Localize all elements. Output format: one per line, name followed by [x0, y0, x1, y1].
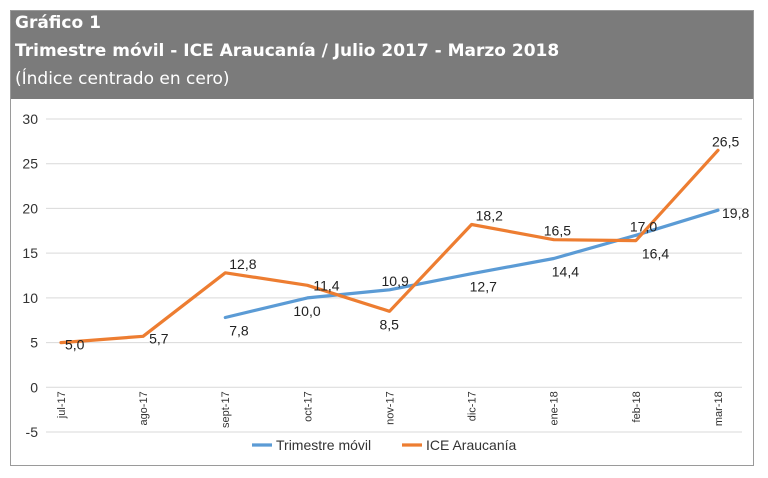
data-label: 18,2	[476, 208, 503, 224]
x-tick-label: feb-18	[631, 391, 643, 422]
data-label: 16,4	[642, 246, 669, 262]
data-label: 5,0	[65, 337, 85, 353]
data-label: 10,0	[293, 303, 320, 319]
chart-title: Trimestre móvil - ICE Araucanía / Julio …	[15, 41, 560, 61]
y-tick-label: 25	[22, 156, 38, 172]
y-tick-label: 0	[30, 379, 38, 395]
legend-label: ICE Araucanía	[426, 437, 516, 453]
data-label: 11,4	[313, 277, 339, 293]
series-line-trimestre-movil	[223, 208, 720, 320]
data-label: 7,8	[229, 323, 249, 339]
y-tick-label: 30	[22, 111, 38, 127]
x-tick-label: nov-17	[385, 391, 397, 425]
x-tick-label: ago-17	[138, 391, 150, 425]
chart-subtitle: (Índice centrado en cero)	[15, 69, 230, 89]
x-tick-label: jul-17	[56, 391, 68, 419]
x-tick-label: dic-17	[467, 391, 479, 421]
data-label: 26,5	[712, 133, 739, 149]
x-tick-label: mar-18	[713, 391, 725, 426]
y-tick-label: 5	[30, 335, 38, 351]
data-label: 5,7	[149, 330, 169, 346]
data-label: 16,5	[544, 223, 571, 239]
data-label: 10,9	[382, 273, 409, 289]
data-label: 12,7	[470, 279, 497, 295]
legend-label: Trimestre móvil	[276, 437, 371, 453]
y-tick-label: 20	[22, 200, 38, 216]
y-tick-label: 15	[22, 245, 38, 261]
y-tick-label: 10	[22, 290, 38, 306]
x-tick-label: oct-17	[302, 391, 314, 422]
chart-header: Gráfico 1 Trimestre móvil - ICE Araucaní…	[11, 11, 753, 99]
series-line-ice-araucania	[59, 148, 720, 345]
chart-number: Gráfico 1	[15, 13, 101, 33]
x-tick-label: ene-18	[549, 391, 561, 425]
data-label: 19,8	[722, 205, 749, 221]
data-label: 14,4	[552, 264, 579, 280]
data-label: 17,0	[630, 218, 657, 234]
x-tick-label: sept-17	[220, 391, 232, 428]
data-label: 12,8	[229, 256, 256, 272]
y-tick-label: -5	[26, 424, 39, 440]
data-label: 8,5	[380, 316, 400, 332]
